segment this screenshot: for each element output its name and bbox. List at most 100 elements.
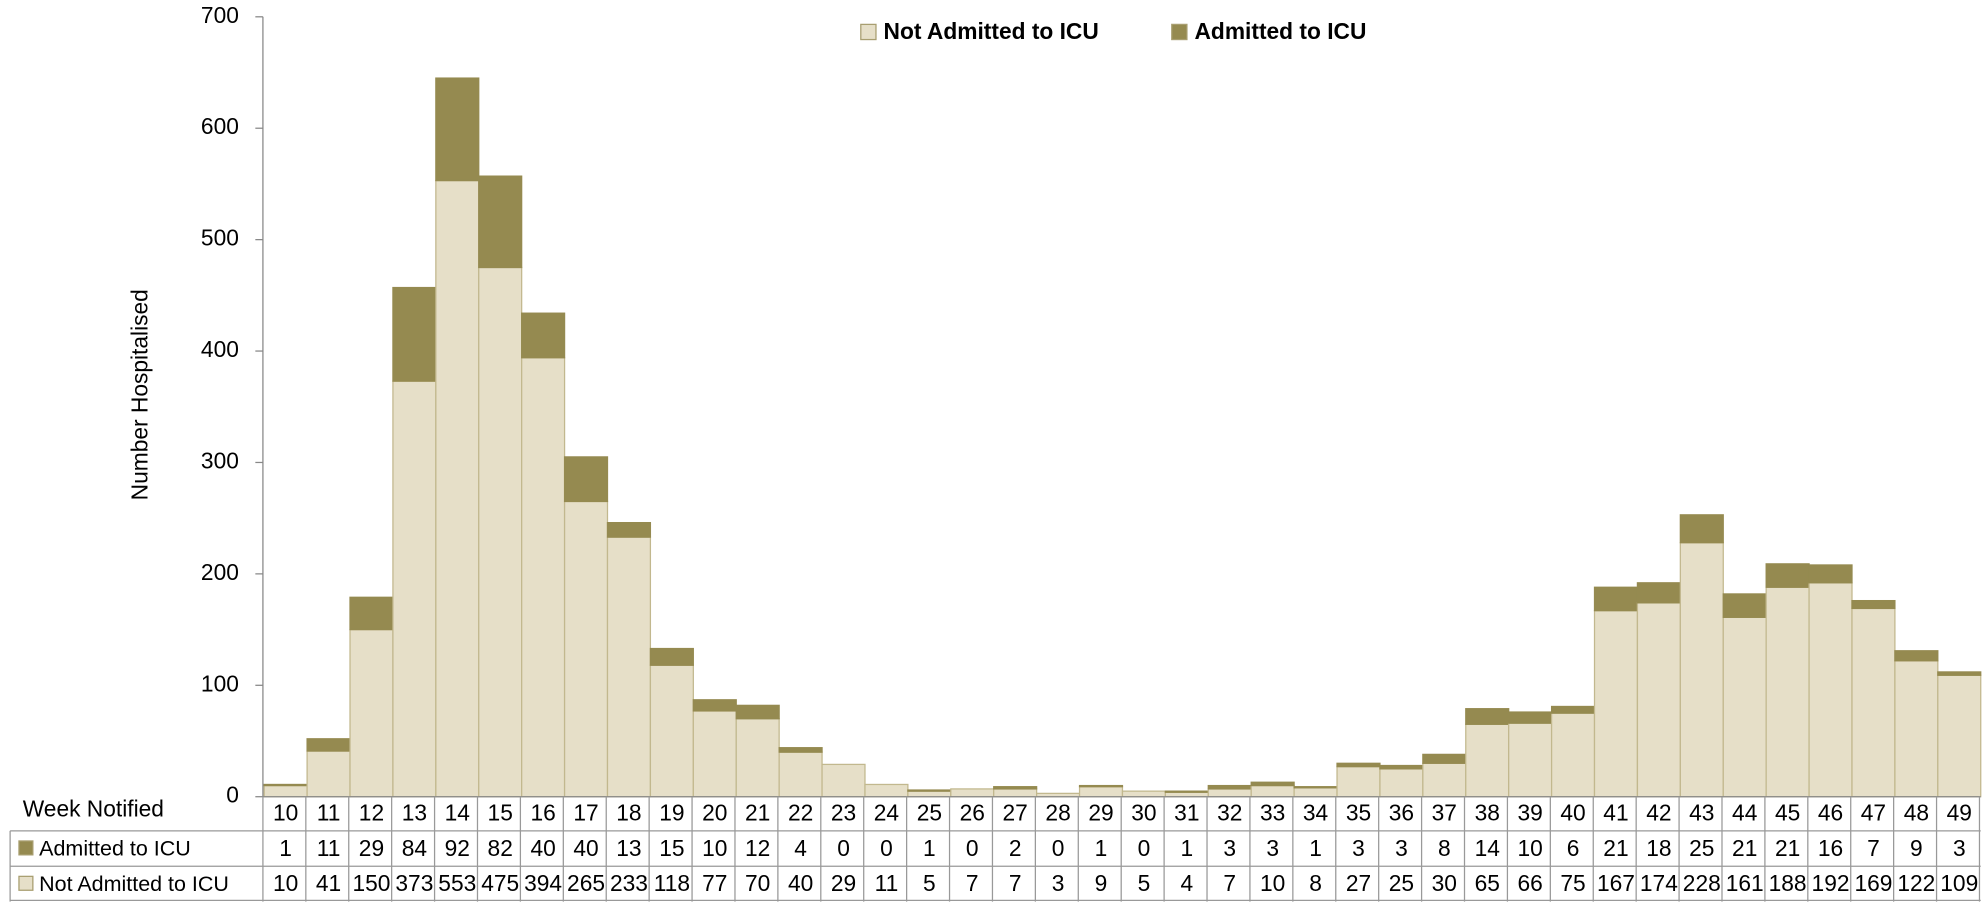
table-value: 10 (1260, 870, 1285, 896)
table-week: 12 (359, 799, 384, 825)
table-value: 7 (1009, 870, 1022, 896)
table-value: 75 (1560, 870, 1585, 896)
bar-segment (1207, 784, 1252, 790)
table-value: 92 (445, 835, 470, 861)
table-value: 4 (1181, 870, 1194, 896)
bar-segment (1336, 762, 1381, 768)
table-value: 9 (1910, 835, 1923, 861)
bar-segment (1293, 787, 1338, 798)
bar-segment (606, 521, 652, 538)
table-row-label: Not Admitted to ICU (39, 872, 229, 896)
bar-segment (349, 628, 394, 798)
bar-segment (1851, 607, 1896, 798)
bar-segment (907, 789, 952, 792)
table-value: 265 (567, 870, 605, 896)
table-week: 19 (659, 799, 684, 825)
y-tick-label: 200 (201, 559, 239, 585)
bar-segment (1808, 582, 1853, 798)
table-week: 42 (1646, 799, 1671, 825)
table-week: 36 (1389, 799, 1414, 825)
bar-segment (263, 784, 308, 798)
table-week: 22 (788, 799, 813, 825)
bar-segment (1422, 753, 1467, 764)
table-value: 9 (1095, 870, 1108, 896)
table-value: 118 (654, 870, 690, 896)
table-week: 23 (831, 799, 856, 825)
bar-segment (778, 747, 823, 753)
y-axis-title: Number Hospitalised (127, 289, 153, 500)
table-value: 3 (1223, 835, 1236, 861)
legend-label: Admitted to ICU (1195, 18, 1367, 44)
table-value: 18 (1646, 835, 1671, 861)
bar-segment (1465, 708, 1510, 725)
table-value: 7 (966, 870, 979, 896)
table-week: 11 (317, 799, 341, 825)
bar-segment (392, 380, 437, 798)
table-week: 47 (1861, 799, 1886, 825)
table-value: 161 (1726, 870, 1764, 896)
table-week: 33 (1260, 799, 1285, 825)
table-week: 39 (1517, 799, 1542, 825)
table-value: 40 (530, 835, 555, 861)
bar-segment (349, 596, 394, 631)
bar-segment (1636, 582, 1681, 604)
table-value: 65 (1475, 870, 1500, 896)
table-week: 16 (530, 799, 555, 825)
table-value: 228 (1683, 870, 1721, 896)
bar-segment (821, 763, 866, 798)
bar-segment (692, 710, 737, 798)
table-week: 46 (1818, 799, 1843, 825)
table-week: 49 (1947, 799, 1972, 825)
table-week: 37 (1432, 799, 1457, 825)
table-value: 40 (573, 835, 598, 861)
bar-segment (993, 788, 1038, 798)
bar-segment (1550, 712, 1596, 798)
bar-segment (1207, 788, 1252, 798)
table-value: 192 (1812, 870, 1850, 896)
table-value: 30 (1432, 870, 1457, 896)
bar-segment (778, 751, 823, 798)
table-week: 20 (702, 799, 727, 825)
bar-segment (1679, 542, 1724, 798)
table-value: 7 (1867, 835, 1880, 861)
table-week: 44 (1732, 799, 1757, 825)
table-week: 14 (445, 799, 470, 825)
table-value: 41 (316, 870, 341, 896)
table-header: Week Notified (23, 796, 164, 822)
table-week: 31 (1174, 799, 1199, 825)
table-value: 5 (923, 870, 936, 896)
table-value: 40 (788, 870, 813, 896)
legend-swatch (860, 23, 877, 41)
bar-segment (1894, 650, 1939, 662)
table-value: 12 (745, 835, 770, 861)
table-value: 233 (610, 870, 648, 896)
bar-segment (1250, 784, 1295, 798)
table-value: 0 (966, 835, 979, 861)
legend-swatch (18, 875, 34, 891)
table-value: 29 (359, 835, 384, 861)
bar-segment (1336, 765, 1381, 798)
bar-segment (1508, 722, 1553, 798)
bar-segment (735, 704, 780, 720)
table-value: 373 (395, 870, 433, 896)
legend-swatch (1171, 23, 1188, 41)
y-tick-label: 700 (201, 2, 239, 28)
table-value: 10 (702, 835, 727, 861)
bar-segment (1164, 791, 1209, 798)
table-week: 24 (874, 799, 899, 825)
bar-segment (1765, 563, 1810, 588)
bar-segment (1379, 768, 1424, 798)
bar-segment (950, 788, 995, 798)
bar-segment (306, 750, 351, 798)
table-week: 28 (1045, 799, 1070, 825)
table-value: 169 (1854, 870, 1892, 896)
table-week: 18 (616, 799, 641, 825)
bar-segment (306, 738, 351, 752)
table-value: 29 (831, 870, 856, 896)
table-value: 13 (616, 835, 641, 861)
y-tick-label: 500 (201, 225, 239, 251)
table-value: 167 (1597, 870, 1635, 896)
table-value: 27 (1346, 870, 1371, 896)
bar-segment (1937, 674, 1982, 798)
